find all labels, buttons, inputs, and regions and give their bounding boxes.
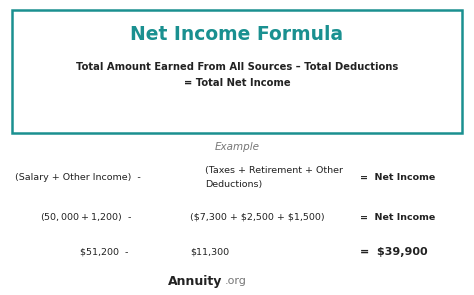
Text: $11,300: $11,300 [190,248,229,256]
Text: =  Net Income: = Net Income [360,173,435,181]
Text: Net Income Formula: Net Income Formula [130,25,344,45]
Text: =  $39,900: = $39,900 [360,247,428,257]
Text: ($50,000 + $1,200)  -: ($50,000 + $1,200) - [40,211,132,223]
Text: (Taxes + Retirement + Other: (Taxes + Retirement + Other [205,166,343,176]
FancyBboxPatch shape [12,10,462,133]
Text: ($7,300 + $2,500 + $1,500): ($7,300 + $2,500 + $1,500) [190,212,325,222]
Text: =  Net Income: = Net Income [360,212,435,222]
Text: Annuity: Annuity [168,275,222,288]
Text: Total Amount Earned From All Sources – Total Deductions: Total Amount Earned From All Sources – T… [76,62,398,72]
Text: $51,200  -: $51,200 - [80,248,128,256]
Text: = Total Net Income: = Total Net Income [184,78,290,88]
Text: Deductions): Deductions) [205,181,262,189]
Text: Example: Example [215,142,259,152]
Text: (Salary + Other Income)  -: (Salary + Other Income) - [15,173,141,181]
Text: .org: .org [225,276,247,286]
